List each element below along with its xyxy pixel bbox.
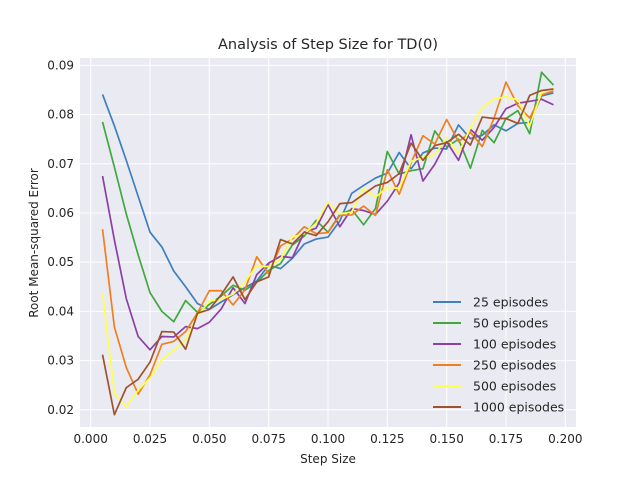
series-line-500-episodes xyxy=(101,87,554,408)
x-tick-label: 0.050 xyxy=(192,432,226,446)
series-line-100-episodes xyxy=(101,98,554,351)
x-tick-label: 0.075 xyxy=(251,432,285,446)
legend-label: 100 episodes xyxy=(473,337,556,352)
legend-label: 25 episodes xyxy=(473,295,548,310)
x-tick-label: 0.150 xyxy=(429,432,463,446)
legend: 25 episodes 50 episodes 100 episodes 250 ep… xyxy=(433,295,564,415)
x-tick-label: 0.000 xyxy=(73,432,107,446)
x-tick-label: 0.125 xyxy=(370,432,404,446)
legend-label: 250 episodes xyxy=(473,358,556,373)
y-tick-label: 0.03 xyxy=(47,354,74,368)
y-tick-label: 0.02 xyxy=(47,403,74,417)
x-tick-label: 0.100 xyxy=(311,432,345,446)
y-tick-label: 0.09 xyxy=(47,58,74,72)
x-axis-label: Step Size xyxy=(300,452,356,466)
series-line-1000-episodes xyxy=(101,88,554,416)
y-tick-label: 0.04 xyxy=(47,304,74,318)
x-tick-labels: 0.000 0.025 0.050 0.075 0.100 0.125 0.150 0.175… xyxy=(73,432,582,446)
x-tick-label: 0.200 xyxy=(548,432,582,446)
legend-label: 500 episodes xyxy=(473,379,556,394)
x-tick-label: 0.025 xyxy=(133,432,167,446)
y-tick-labels: 0.02 0.03 0.04 0.05 0.06 0.07 0.08 0.09 xyxy=(47,58,74,416)
y-tick-label: 0.05 xyxy=(47,255,74,269)
y-axis-label: Root Mean-squared Error xyxy=(27,168,41,318)
y-tick-label: 0.08 xyxy=(47,108,74,122)
chart-title: Analysis of Step Size for TD(0) xyxy=(218,37,438,53)
y-tick-label: 0.06 xyxy=(47,206,74,220)
series-lines xyxy=(101,71,555,416)
x-tick-label: 0.175 xyxy=(489,432,523,446)
legend-label: 50 episodes xyxy=(473,316,548,331)
y-tick-label: 0.07 xyxy=(47,157,74,171)
legend-label: 1000 episodes xyxy=(473,400,564,415)
